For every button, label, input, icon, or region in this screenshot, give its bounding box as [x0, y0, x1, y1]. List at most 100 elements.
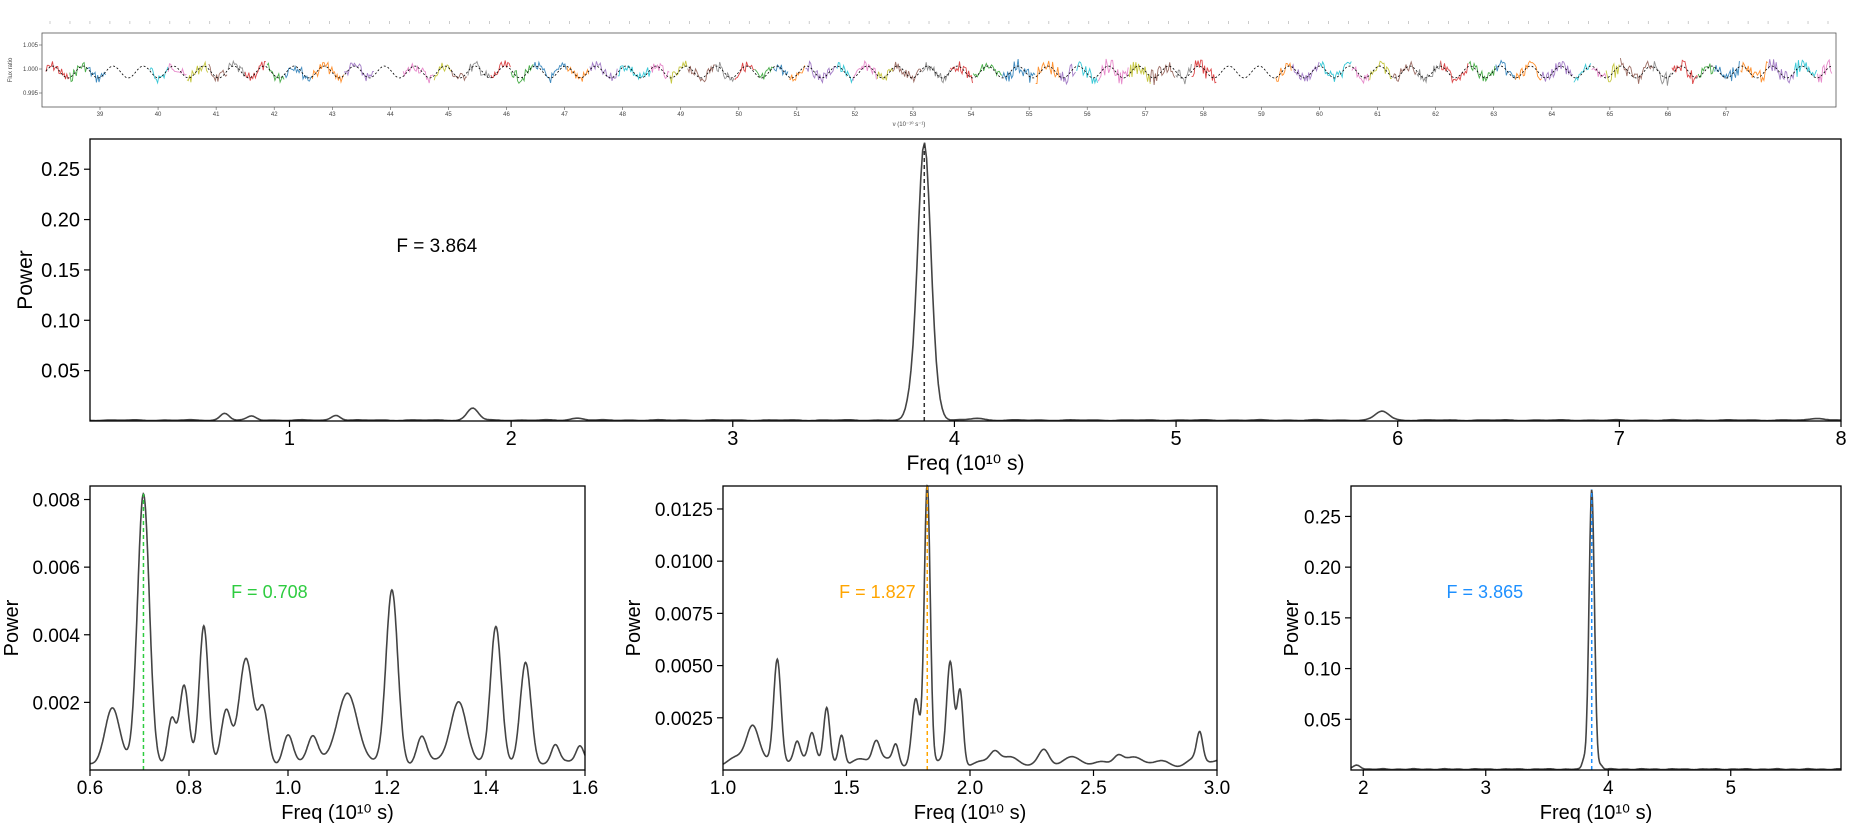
x-tick-label: 6: [1392, 428, 1403, 450]
strip-segment: [852, 60, 877, 81]
y-tick-label: 0.25: [1304, 507, 1341, 528]
x-tick-label: 4: [949, 428, 960, 450]
strip-segment: [1573, 62, 1592, 83]
strip-segment: [1128, 61, 1151, 84]
periodogram-zoom-3: 2 3 4 5 0.05 0.10 0.15 0.20 0.25 Freq (10¹⁰ s) Pow…: [1281, 485, 1842, 824]
strip-x-tick-label: 42: [271, 112, 278, 118]
strip-x-tick-label: 60: [1316, 112, 1323, 118]
strip-segment: [566, 66, 590, 82]
strip-segment: [266, 62, 285, 84]
periodogram-zoom-2: 1.0 1.5 2.0 2.5 3.0 0.0025 0.0050 0.0075 0.0100 0…: [623, 484, 1230, 824]
strip-x-tick-label: 40: [155, 112, 162, 118]
strip-x-tick-label: 62: [1432, 112, 1439, 118]
strip-segment: [650, 62, 670, 80]
strip-x-tick-label: 49: [677, 112, 684, 118]
strip-segment: [69, 61, 88, 83]
strip-segment: [950, 61, 973, 84]
strip-segment: [836, 62, 854, 85]
power-curve: [722, 484, 1218, 768]
y-tick-label: 0.10: [41, 310, 80, 332]
plot-frame: [1350, 485, 1842, 771]
strip-x-tick-label: 61: [1374, 112, 1381, 118]
strip-x-tick-label: 57: [1142, 112, 1149, 118]
power-curve: [89, 142, 1841, 422]
strip-segment: [244, 60, 266, 81]
strip-segment: [1097, 58, 1129, 85]
x-tick-label: 1.0: [275, 778, 301, 799]
strip-segment: [467, 60, 491, 79]
strip-segment: [1392, 60, 1417, 82]
strip-segment: [715, 61, 735, 83]
power-curve: [90, 492, 586, 765]
strip-segment: [402, 62, 434, 84]
strip-segment: [433, 62, 452, 81]
y-axis-label: Power: [623, 599, 645, 656]
x-tick-label: 5: [1725, 778, 1736, 799]
strip-x-tick-label: 46: [503, 112, 510, 118]
y-axis-label: Power: [14, 250, 37, 310]
strip-segment: [1740, 61, 1769, 83]
strip-segment: [805, 60, 838, 85]
periodogram-main: 1 2 3 4 5 6 7 8 0.05 0.10 0.15 0.20 0.25 Freq (10¹⁰ s…: [14, 138, 1847, 475]
strip-segment: [343, 62, 374, 82]
x-tick-label: 8: [1835, 428, 1846, 450]
strip-segment: [1059, 63, 1076, 86]
x-tick-label: 0.6: [77, 778, 103, 799]
strip-segment: [669, 60, 688, 84]
x-tick-label: 0.8: [176, 778, 202, 799]
plot-frame: [722, 485, 1218, 771]
plot-frame: [89, 138, 1842, 422]
y-tick-label: 0.0025: [655, 709, 713, 730]
strip-y-tick-label: 1.005: [23, 43, 39, 49]
strip-x-tick-label: 41: [213, 112, 220, 118]
frequency-annotation: F = 3.864: [396, 236, 477, 257]
strip-x-tick-label: 47: [561, 112, 568, 118]
strip-segment: [186, 60, 209, 83]
strip-segment: [1671, 59, 1699, 85]
strip-x-tick-label: 43: [329, 112, 336, 118]
strip-segment: [167, 63, 187, 76]
strip-segment: [1541, 61, 1574, 82]
strip-x-tick-label: 51: [794, 112, 801, 118]
y-tick-label: 0.0125: [655, 500, 713, 521]
strip-segment: [1175, 64, 1192, 85]
strip-x-label: ν (10⁻¹⁰ s⁻¹): [893, 121, 926, 128]
periodogram-zoom-1: 0.6 0.8 1.0 1.2 1.4 1.6 0.002 0.004 0.006 0.008 Fr…: [1, 485, 598, 824]
strip-segment: [1468, 60, 1496, 83]
strip-segment: [1652, 61, 1672, 86]
y-tick-label: 0.0050: [655, 657, 713, 678]
y-tick-label: 0.0075: [655, 604, 713, 625]
strip-segment: [1149, 62, 1176, 86]
y-tick-label: 0.004: [32, 626, 80, 647]
strip-segment: [892, 61, 922, 84]
power-curve: [1350, 489, 1842, 771]
strip-segment: [208, 63, 228, 83]
x-axis-label: Freq (10¹⁰ s): [914, 802, 1026, 824]
strip-x-tick-label: 63: [1490, 112, 1497, 118]
strip-segment: [227, 59, 246, 77]
strip-segment: [1369, 60, 1392, 81]
y-tick-label: 0.05: [41, 361, 80, 383]
x-tick-label: 2.0: [957, 778, 983, 799]
y-tick-label: 0.15: [1304, 609, 1341, 630]
x-tick-label: 1: [284, 428, 295, 450]
light-curve-strip: 1.005 1.000 0.995 Flux ratio 39 40 41 42 43 44 45 4…: [8, 21, 1837, 128]
strip-segment: [490, 60, 511, 79]
strip-segment: [1767, 59, 1795, 84]
y-tick-label: 0.002: [32, 693, 80, 714]
strip-segment: [1002, 58, 1036, 83]
plot-frame: [89, 485, 586, 771]
x-tick-label: 1.2: [374, 778, 400, 799]
strip-segment: [754, 66, 774, 80]
x-tick-label: 5: [1171, 428, 1182, 450]
y-tick-label: 0.20: [1304, 558, 1341, 579]
strip-x-tick-label: 53: [910, 112, 917, 118]
y-tick-label: 0.15: [41, 260, 80, 282]
strip-segment: [788, 65, 806, 82]
strip-segment: [1076, 61, 1098, 85]
strip-x-tick-label: 50: [735, 112, 742, 118]
x-tick-label: 2.5: [1080, 778, 1106, 799]
strip-x-tick-label: 59: [1258, 112, 1265, 118]
x-tick-label: 2: [506, 428, 517, 450]
strip-segment: [1351, 65, 1370, 85]
